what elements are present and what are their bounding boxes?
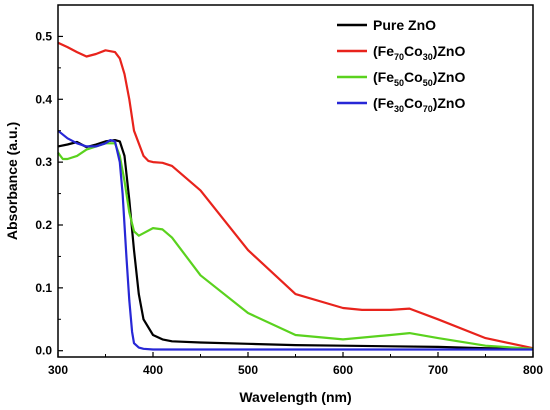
legend-label-3: (Fe50Co50)ZnO [373,69,465,88]
x-tick-label: 600 [333,363,353,377]
legend: Pure ZnO (Fe70Co30)ZnO (Fe50Co50)ZnO (Fe30C… [337,17,465,114]
series-line-2 [57,41,534,350]
series-layer [57,41,534,351]
x-tick-label: 400 [143,363,163,377]
legend-label-1: Pure ZnO [373,17,436,33]
y-tick-label: 0.3 [35,155,52,169]
series-line-1 [57,139,534,350]
y-tick-label: 0.2 [35,218,52,232]
x-tick-label: 700 [428,363,448,377]
y-tick-label: 0.1 [35,281,52,295]
x-axis-title: Wavelength (nm) [239,389,351,405]
y-tick-label: 0.4 [35,92,52,106]
legend-label-2: (Fe70Co30)ZnO [373,43,465,62]
y-axis-title: Absorbance (a.u.) [4,122,20,240]
x-tick-label: 500 [238,363,258,377]
legend-label-4: (Fe30Co70)ZnO [373,95,465,114]
y-tick-label: 0.5 [35,29,52,43]
series-line-4 [57,129,533,351]
tick-layer: 300 400 500 600 700 800 0.0 0.1 0.2 0.3 0.4 0.5 [35,29,543,377]
x-tick-label: 300 [48,363,68,377]
x-tick-label: 800 [523,363,543,377]
series-line-3 [57,142,534,350]
y-tick-label: 0.0 [35,344,52,358]
